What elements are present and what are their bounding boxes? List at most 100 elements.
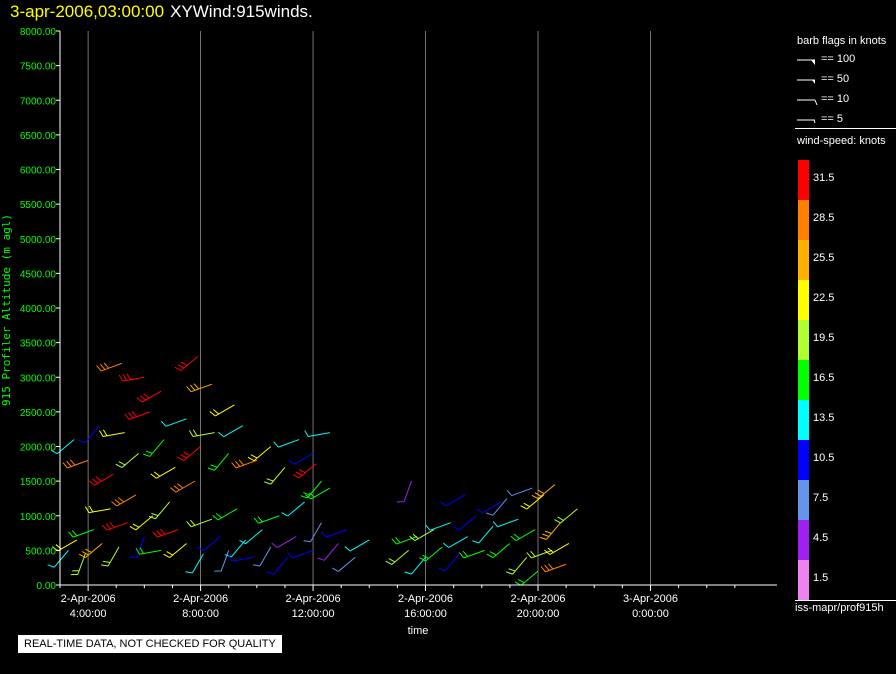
barb-shaft <box>149 439 165 457</box>
barb-shaft <box>292 549 314 559</box>
barb-flag <box>298 468 306 474</box>
color-label: 22.5 <box>813 292 835 304</box>
barb-flag <box>163 553 170 559</box>
barb-flag <box>82 551 89 556</box>
barb-shaft <box>155 501 171 520</box>
wind-barb-plot: 0.00 500.00 1000.00 1500.00 2000.00 2500.00 30… <box>0 27 777 637</box>
barb-shaft <box>169 543 187 558</box>
wind-barb <box>305 487 331 500</box>
barb-flag <box>472 540 480 544</box>
wind-barb <box>209 404 235 417</box>
barb-shaft <box>84 425 100 443</box>
barb-shaft <box>253 446 272 462</box>
barb-flag <box>404 571 412 575</box>
barb-flag <box>173 485 180 491</box>
barb-flag <box>189 519 196 526</box>
barb-shaft <box>106 522 128 531</box>
barb-shaft <box>203 536 221 552</box>
barb-shaft <box>482 501 502 514</box>
barb-flag <box>139 547 144 554</box>
barb-flag <box>114 499 121 505</box>
wind-barb <box>70 553 86 576</box>
barb-shaft <box>310 522 322 542</box>
wind-barb <box>96 362 123 372</box>
barb-flag <box>88 480 95 486</box>
barb-flag <box>132 523 140 528</box>
barb-flag <box>156 530 162 537</box>
color-label: 13.5 <box>813 412 835 424</box>
wind-barb <box>170 480 196 493</box>
wind-barb <box>510 529 536 542</box>
barb-shaft <box>165 418 187 427</box>
y-tick-label: 2000.00 <box>20 443 57 454</box>
barb-flag <box>557 516 564 521</box>
barb-flag <box>118 374 124 382</box>
wind-barb <box>520 494 544 510</box>
barb-flag <box>304 430 309 437</box>
barb-flag <box>102 429 108 437</box>
title-product: XYWind:915winds. <box>170 2 313 21</box>
x-tick-time: 16:00:00 <box>404 608 447 620</box>
barb-flag <box>111 501 118 507</box>
barb-flag <box>135 547 140 555</box>
barb-shaft <box>135 515 154 531</box>
wind-barb <box>135 547 162 555</box>
x-tick-date: 2-Apr-2006 <box>173 593 228 605</box>
barb-flag <box>151 512 159 517</box>
barb-flag <box>539 536 547 541</box>
barb-flag <box>440 501 447 507</box>
barb-shaft <box>497 518 519 528</box>
barb-shaft <box>273 556 289 575</box>
barb-flag <box>523 502 531 507</box>
barb-flag <box>66 460 72 467</box>
barb-shaft <box>429 522 452 531</box>
barb-flag <box>425 524 431 531</box>
barb-flag <box>452 526 460 531</box>
x-tick-time: 8:00:00 <box>182 608 219 620</box>
wind-barb <box>111 494 137 507</box>
barb-flag <box>129 526 137 531</box>
barb-flag <box>486 553 494 559</box>
barb-flag <box>78 439 86 444</box>
wind-barb <box>540 563 567 573</box>
barb-flag <box>273 441 279 448</box>
barb-flag <box>139 395 146 401</box>
barb-flag <box>210 464 218 468</box>
wind-barb <box>505 556 528 575</box>
wind-barb <box>344 539 370 552</box>
wind-barb <box>409 529 435 542</box>
barb-flag <box>174 366 182 372</box>
wind-barb <box>438 553 460 572</box>
wind-barb <box>452 515 477 531</box>
barb-flag <box>126 373 131 380</box>
barb-shaft <box>445 494 466 507</box>
wind-barb <box>78 543 103 559</box>
wind-barb <box>150 466 176 479</box>
wind-barb <box>62 459 89 469</box>
wind-barb <box>554 508 578 524</box>
barb-flag <box>131 411 138 417</box>
barb-flag <box>183 451 191 456</box>
barb-flag <box>486 512 494 516</box>
barb-flag <box>92 478 99 484</box>
barb-shaft <box>190 383 213 393</box>
flag-legend-row: == 100 <box>797 52 855 66</box>
wind-barb <box>152 528 179 538</box>
wind-barb <box>160 418 187 427</box>
barb-flag <box>531 494 539 500</box>
barb-flag <box>438 567 446 572</box>
barb-flag <box>186 521 192 528</box>
y-tick-label: 7000.00 <box>20 96 57 107</box>
wind-barb <box>317 543 339 561</box>
barb-flag <box>271 542 278 548</box>
source-footer: iss-mapr/prof915h <box>795 602 884 614</box>
barb-flag <box>177 483 184 489</box>
barb-shaft <box>545 522 561 540</box>
wind-barb <box>476 501 502 514</box>
flag-legend-label: == 5 <box>821 112 844 125</box>
wind-barb <box>273 439 300 448</box>
wind-barb <box>300 480 322 499</box>
y-tick-label: 6500.00 <box>20 131 57 142</box>
wind-barb <box>247 446 272 462</box>
flag-legend-row: == 10 <box>797 92 849 106</box>
